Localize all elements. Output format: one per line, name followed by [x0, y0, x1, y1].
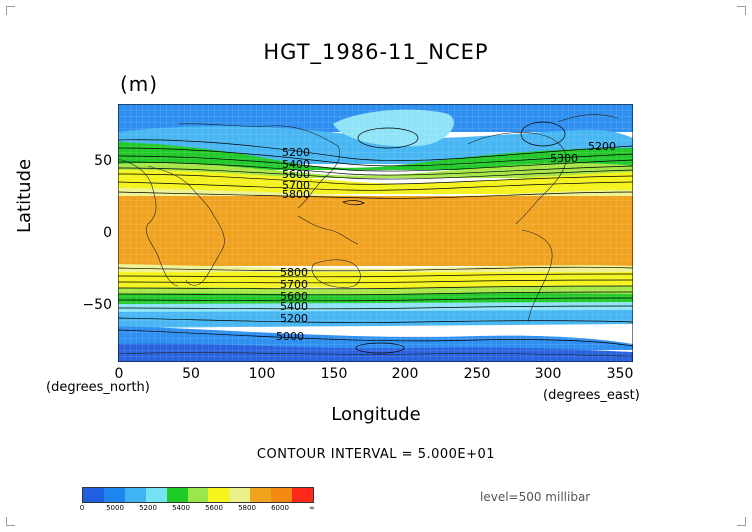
contour-lines [118, 121, 633, 354]
colorbar-swatch [271, 488, 293, 502]
colorbar-label: 5800 [238, 504, 256, 512]
colorbar-label: 0 [79, 504, 85, 512]
colorbar-label: 5200 [139, 504, 157, 512]
corner-mark [737, 6, 746, 15]
x-tick: 350 [606, 366, 634, 382]
x-axis-label: Longitude [331, 404, 421, 425]
map-title: HGT_1986-11_NCEP [263, 40, 489, 64]
colorbar-label: 5600 [205, 504, 223, 512]
coastlines [118, 114, 633, 357]
contour-label: 5600 [282, 168, 310, 181]
contour-label: 5200 [280, 312, 308, 325]
x-tick: 250 [463, 366, 491, 382]
colorbar-label: 6000 [271, 504, 289, 512]
contour-labels: 5200 5400 5600 5700 5800 5300 5200 5800 … [276, 140, 616, 343]
x-tick: 300 [534, 366, 562, 382]
colorbar-swatch [103, 488, 125, 502]
contour-label: 5400 [282, 158, 310, 171]
contour-label: 5700 [282, 179, 310, 192]
x-axis-unit: (degrees_east) [543, 388, 640, 403]
colorbar-swatch [229, 488, 251, 502]
colorbar-label: 5400 [172, 504, 190, 512]
contour-label: 5600 [280, 290, 308, 303]
y-tick: 50 [94, 153, 112, 169]
colorbar-swatch [145, 488, 167, 502]
contour-label: 5300 [550, 152, 578, 165]
contour-label: 5700 [280, 278, 308, 291]
colorbar-swatch [208, 488, 230, 502]
y-axis-label: Latitude [14, 158, 35, 233]
contour-label: 5400 [280, 300, 308, 313]
contour-label: 5200 [588, 140, 616, 153]
units-label: (m) [120, 72, 159, 96]
x-tick: 200 [391, 366, 419, 382]
colorbar-swatch [166, 488, 188, 502]
contour-label: 5000 [276, 330, 304, 343]
x-tick: 0 [114, 366, 124, 382]
x-tick: 100 [248, 366, 276, 382]
colorbar-swatch [187, 488, 209, 502]
y-tick: −50 [82, 297, 112, 313]
height-contour-map: 5200 5400 5600 5700 5800 5300 5200 5800 … [118, 104, 633, 362]
colorbar-swatch [292, 488, 313, 502]
corner-mark [737, 517, 746, 526]
x-tick: 50 [182, 366, 200, 382]
corner-mark [6, 6, 15, 15]
colorbar-swatch [250, 488, 272, 502]
y-tick: 0 [103, 225, 112, 241]
contour-interval-text: CONTOUR INTERVAL = 5.000E+01 [256, 447, 496, 462]
y-axis-unit: (degrees_north) [46, 380, 150, 395]
contour-label: 5800 [282, 188, 310, 201]
x-tick: 150 [320, 366, 348, 382]
colorbar [82, 487, 314, 503]
contour-label: 5800 [280, 266, 308, 279]
colorbar-label: ∞ [309, 504, 315, 512]
level-label: level=500 millibar [480, 490, 591, 504]
contour-label: 5200 [282, 146, 310, 159]
colorbar-swatch [83, 488, 104, 502]
colorbar-swatch [124, 488, 146, 502]
colorbar-label: 5000 [106, 504, 124, 512]
corner-mark [6, 517, 15, 526]
